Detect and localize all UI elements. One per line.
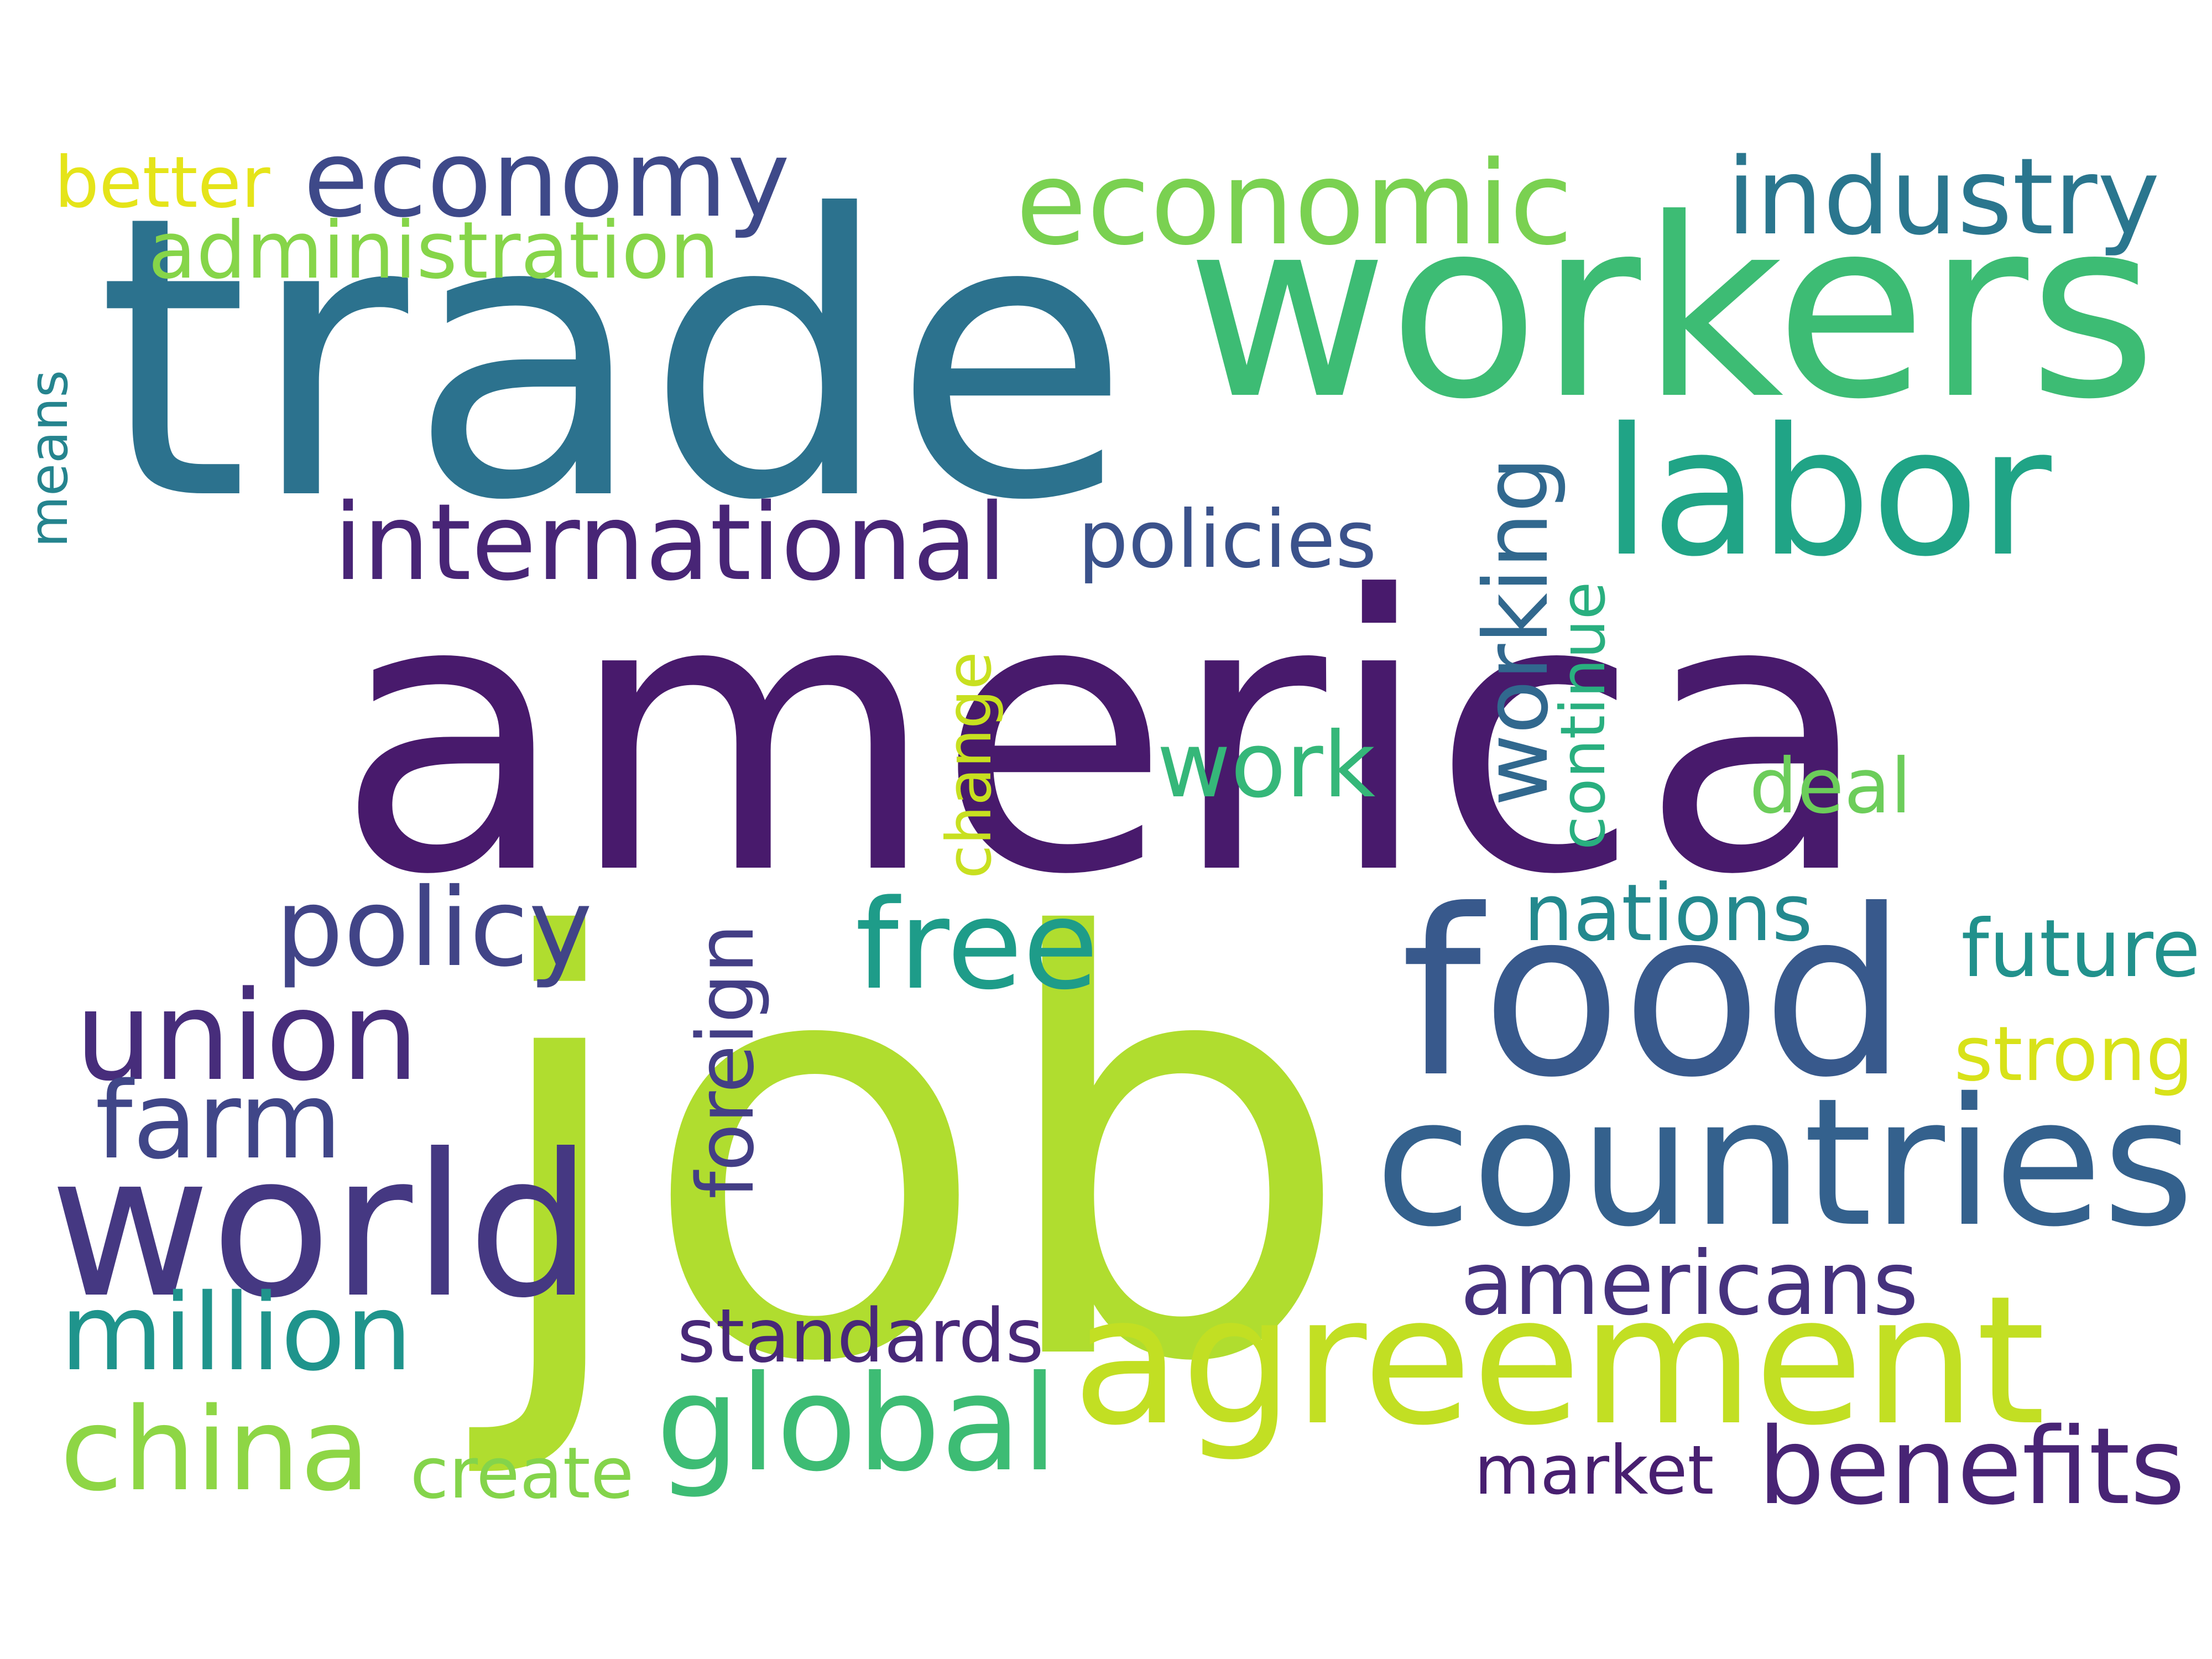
word-policy: policy bbox=[275, 864, 593, 990]
word-change: change bbox=[933, 651, 1006, 879]
word-economy: economy bbox=[303, 118, 790, 242]
word-administration: administration bbox=[148, 204, 720, 296]
word-international: international bbox=[333, 481, 1007, 605]
word-strong: strong bbox=[1954, 1010, 2194, 1098]
word-labor: labor bbox=[1602, 390, 2052, 596]
word-standards: standards bbox=[677, 1293, 1044, 1380]
word-food: food bbox=[1400, 860, 1908, 1128]
word-economic: economic bbox=[1015, 137, 1573, 272]
word-world: world bbox=[49, 1112, 593, 1342]
word-nations: nations bbox=[1524, 867, 1813, 959]
word-trade: trade bbox=[96, 133, 1131, 585]
word-america: america bbox=[335, 516, 1872, 958]
word-union: union bbox=[74, 964, 419, 1109]
word-americans: americans bbox=[1460, 1232, 1919, 1335]
word-market: market bbox=[1474, 1431, 1714, 1510]
word-farm: farm bbox=[95, 1060, 342, 1183]
word-industry: industry bbox=[1726, 135, 2160, 259]
word-means: means bbox=[18, 369, 80, 547]
word-benefits: benefits bbox=[1757, 1405, 2185, 1529]
word-free: free bbox=[855, 873, 1099, 1017]
word-million: million bbox=[60, 1271, 413, 1395]
word-create: create bbox=[410, 1433, 634, 1515]
word-agreement: agreement bbox=[1072, 1258, 2046, 1465]
word-china: china bbox=[60, 1383, 371, 1516]
word-continue: continue bbox=[1547, 582, 1619, 851]
word-future: future bbox=[1961, 902, 2201, 995]
word-work: work bbox=[1156, 712, 1376, 818]
word-global: global bbox=[656, 1348, 1058, 1501]
word-better: better bbox=[54, 142, 270, 224]
word-countries: countries bbox=[1375, 1061, 2194, 1266]
word-workers: workers bbox=[1186, 166, 2157, 453]
word-policies: policies bbox=[1078, 493, 1377, 586]
word-deal: deal bbox=[1749, 742, 1912, 831]
word-foreign: foreign bbox=[681, 924, 771, 1199]
word-job: job bbox=[479, 818, 1354, 1487]
